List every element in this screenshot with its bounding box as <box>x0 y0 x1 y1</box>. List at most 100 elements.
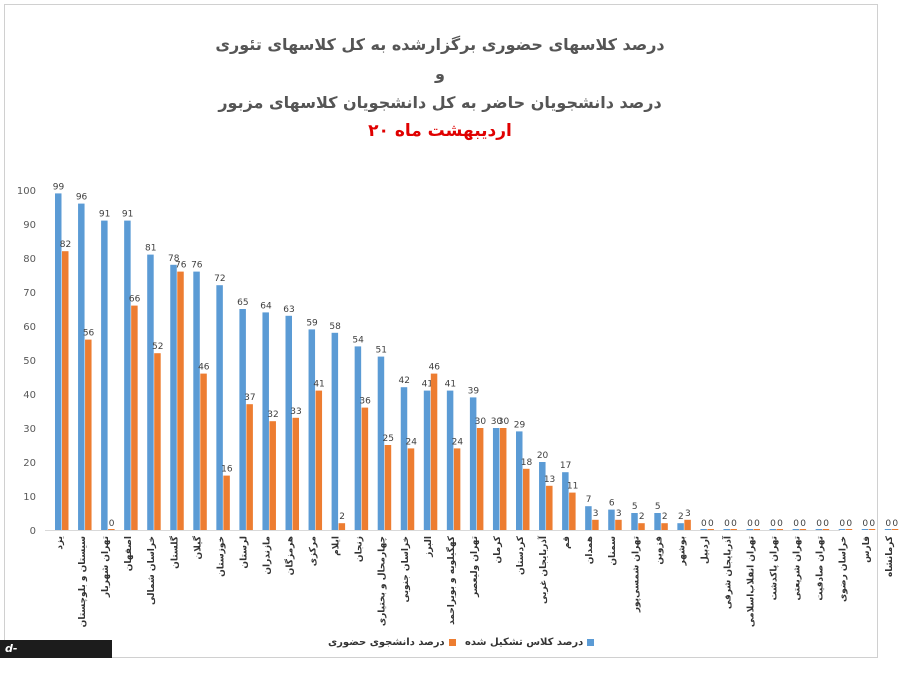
bar-classes-29 <box>723 529 730 530</box>
bar-classes-9 <box>262 312 269 530</box>
y-tick-label-5: 50 <box>23 356 36 367</box>
data-label-classes-32: 0 <box>793 519 799 529</box>
data-label-students-18: 30 <box>475 417 487 427</box>
category-label-17: کهگیلویه و بویراحمد <box>445 535 457 625</box>
category-label-35: فارس <box>862 536 872 563</box>
category-label-12: ایلام <box>332 536 342 556</box>
data-label-classes-13: 54 <box>352 335 364 345</box>
category-label-31: تهران پاکدشت <box>770 536 780 600</box>
data-label-students-2: 0 <box>109 519 115 529</box>
data-label-students-6: 46 <box>198 363 210 373</box>
data-label-classes-16: 41 <box>422 380 433 390</box>
data-label-classes-8: 65 <box>237 298 248 308</box>
bar-students-32 <box>799 529 807 530</box>
data-label-classes-14: 51 <box>375 346 386 356</box>
bar-classes-17 <box>446 390 454 530</box>
bar-classes-34 <box>838 529 846 530</box>
data-label-students-22: 11 <box>567 482 578 492</box>
category-label-19: کرمان <box>493 535 503 563</box>
data-label-classes-12: 58 <box>329 322 341 332</box>
data-label-students-0: 82 <box>60 240 71 250</box>
y-tick-label-1: 10 <box>23 492 36 503</box>
bar-students-17 <box>453 448 461 530</box>
bar-students-15 <box>407 448 415 530</box>
y-tick-label-8: 80 <box>23 254 36 265</box>
data-label-students-3: 66 <box>129 295 141 305</box>
bar-students-27 <box>684 519 691 530</box>
bar-classes-13 <box>354 346 362 530</box>
data-label-students-33: 0 <box>823 519 829 529</box>
bar-classes-5 <box>170 264 177 530</box>
data-label-classes-10: 63 <box>283 305 294 315</box>
legend-label-students: درصد دانشجوی حضوری <box>328 637 445 648</box>
bar-students-22 <box>569 492 576 530</box>
bar-classes-4 <box>147 254 154 530</box>
bar-classes-32 <box>792 529 800 530</box>
data-label-classes-11: 59 <box>306 318 318 328</box>
bar-classes-20 <box>516 431 523 530</box>
bar-students-2 <box>108 529 115 530</box>
bar-students-3 <box>131 305 138 530</box>
data-label-students-11: 41 <box>313 380 324 390</box>
bar-students-23 <box>592 519 599 530</box>
category-label-6: گیلان <box>191 535 203 559</box>
y-tick-label-7: 70 <box>23 288 36 299</box>
data-label-classes-31: 0 <box>770 519 776 529</box>
bar-students-8 <box>246 404 253 530</box>
data-label-students-15: 24 <box>406 437 418 447</box>
data-label-classes-30: 0 <box>747 519 753 529</box>
data-label-classes-34: 0 <box>839 519 845 529</box>
category-label-27: بوشهر <box>677 536 687 566</box>
bar-students-7 <box>223 475 230 530</box>
chart-title-line-1: درصد کلاسهای حضوری برگزارشده به کل کلاسه… <box>215 35 665 54</box>
bar-students-30 <box>753 529 760 530</box>
bar-students-0 <box>62 251 69 530</box>
y-tick-label-4: 40 <box>23 390 36 401</box>
data-label-students-35: 0 <box>869 519 875 529</box>
data-label-classes-19: 30 <box>491 417 503 427</box>
bar-classes-31 <box>769 529 777 530</box>
bar-students-4 <box>154 353 161 530</box>
bar-students-29 <box>730 529 737 530</box>
bar-students-12 <box>338 523 346 530</box>
bar-classes-14 <box>377 356 385 530</box>
category-label-1: سیستان و بلوچستان <box>78 536 88 628</box>
data-label-classes-24: 6 <box>609 499 615 509</box>
bar-classes-16 <box>423 390 431 530</box>
y-tick-label-10: 100 <box>17 186 36 197</box>
data-label-students-27: 3 <box>685 509 691 519</box>
data-label-students-13: 36 <box>359 397 371 407</box>
legend-swatch-students <box>448 638 456 646</box>
category-label-23: همدان <box>585 536 595 564</box>
bar-classes-18 <box>469 397 477 530</box>
bar-students-33 <box>822 529 830 530</box>
data-label-classes-17: 41 <box>445 380 456 390</box>
bar-students-13 <box>361 407 369 530</box>
y-tick-label-0: 0 <box>30 526 36 537</box>
category-label-21: آذربایجان غربی <box>537 535 549 604</box>
chart-title-line-2: و <box>435 64 445 83</box>
category-label-3: اصفهان <box>124 536 134 571</box>
bar-classes-15 <box>400 387 408 530</box>
bar-classes-11 <box>308 329 316 530</box>
data-label-students-12: 2 <box>339 512 345 522</box>
category-label-10: هرمزگان <box>284 536 296 575</box>
data-label-classes-0: 99 <box>53 182 65 192</box>
category-label-32: تهران شریعتی <box>793 536 803 601</box>
data-label-students-21: 13 <box>544 475 555 485</box>
bar-classes-25 <box>631 513 638 530</box>
bar-students-24 <box>615 519 622 530</box>
data-label-classes-9: 64 <box>260 301 272 311</box>
legend-item-students: درصد دانشجوی حضوری <box>328 637 456 648</box>
chart-titles: درصد کلاسهای حضوری برگزارشده به کل کلاسه… <box>0 30 880 146</box>
data-label-classes-25: 5 <box>632 502 638 512</box>
bar-students-36 <box>891 529 899 530</box>
bar-classes-0 <box>55 193 62 530</box>
bar-students-18 <box>476 428 484 530</box>
chart-title-line-3: درصد دانشجویان حاضر به کل دانشجویان کلاس… <box>218 93 662 112</box>
bar-students-16 <box>430 373 438 530</box>
bar-students-25 <box>638 523 645 530</box>
chart-subtitle-date: ۲۰ اردیبهشت ماه <box>368 121 512 141</box>
data-label-classes-21: 20 <box>537 451 549 461</box>
category-label-16: البرز <box>424 536 434 558</box>
